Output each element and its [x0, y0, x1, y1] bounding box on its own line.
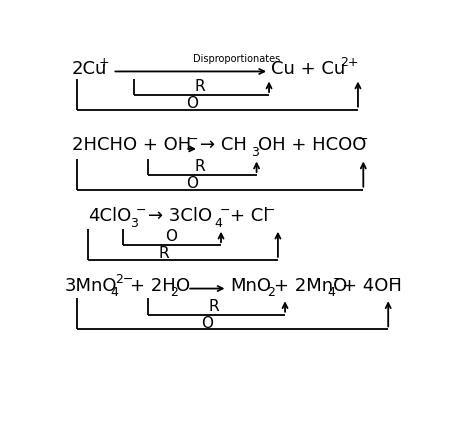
Text: + 2MnO: + 2MnO — [274, 277, 347, 295]
Text: 4ClO: 4ClO — [88, 206, 131, 225]
Text: + 4OH: + 4OH — [342, 277, 402, 295]
Text: 4: 4 — [328, 286, 336, 299]
Text: 3: 3 — [251, 146, 259, 159]
Text: O: O — [186, 96, 199, 111]
Text: R: R — [194, 159, 205, 174]
Text: MnO: MnO — [230, 277, 271, 295]
Text: −: − — [390, 273, 401, 286]
Text: 2: 2 — [267, 286, 275, 299]
Text: −: − — [358, 133, 369, 146]
Text: −: − — [219, 204, 230, 217]
Text: + Cl: + Cl — [230, 206, 268, 225]
Text: → CH: → CH — [200, 137, 246, 154]
Text: 3MnO: 3MnO — [65, 277, 117, 295]
Text: 2: 2 — [170, 286, 179, 299]
Text: O: O — [165, 229, 177, 245]
Text: −: − — [333, 273, 344, 286]
Text: 4: 4 — [214, 217, 222, 229]
Text: 2HCHO + OH: 2HCHO + OH — [72, 137, 191, 154]
Text: 3: 3 — [130, 217, 138, 229]
Text: 2−: 2− — [115, 273, 134, 286]
Text: +: + — [98, 56, 109, 69]
Text: O: O — [176, 277, 190, 295]
Text: 2+: 2+ — [340, 56, 358, 69]
Text: R: R — [194, 79, 205, 94]
Text: → 3ClO: → 3ClO — [148, 206, 212, 225]
Text: 4: 4 — [110, 286, 118, 299]
Text: O: O — [201, 316, 213, 331]
Text: 2Cu: 2Cu — [72, 60, 107, 78]
Text: R: R — [208, 299, 219, 314]
Text: Cu + Cu: Cu + Cu — [271, 60, 345, 78]
Text: O: O — [186, 176, 199, 191]
Text: −: − — [187, 133, 198, 146]
Text: R: R — [159, 246, 169, 262]
Text: Disproportionates: Disproportionates — [193, 54, 280, 64]
Text: −: − — [136, 204, 146, 217]
Text: OH + HCOO: OH + HCOO — [258, 137, 367, 154]
Text: −: − — [265, 204, 275, 217]
Text: + 2H: + 2H — [130, 277, 176, 295]
